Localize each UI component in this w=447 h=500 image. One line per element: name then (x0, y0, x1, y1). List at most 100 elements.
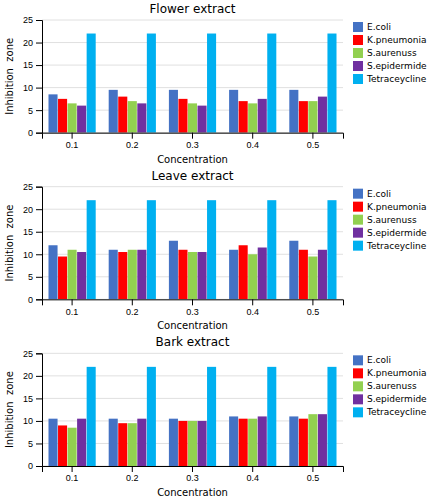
tick-label: 0 (28, 128, 33, 138)
bar (299, 250, 308, 300)
bar (58, 99, 67, 133)
axis-domain (36, 354, 43, 467)
tick: 20 (23, 38, 42, 48)
bar (198, 421, 207, 466)
bar (48, 245, 57, 299)
bar (327, 34, 336, 133)
tick-label: 5 (28, 106, 33, 116)
legend-label: Tetraceycline (366, 74, 427, 84)
tick-mark (192, 133, 193, 139)
tick-mark (252, 299, 253, 305)
x-axis-title: Concentration (157, 320, 228, 331)
grid-line (42, 186, 343, 187)
tick-mark (36, 421, 42, 422)
bar (178, 99, 187, 133)
bar (267, 34, 276, 133)
tick-label: 5 (28, 439, 33, 449)
x-axis-title: Concentration (157, 487, 228, 498)
legend-label: S.epidermide (367, 61, 427, 71)
legend-swatch (353, 228, 363, 238)
tick-label: 20 (23, 38, 33, 48)
grid (42, 187, 343, 300)
bar (128, 250, 137, 300)
plot-area (48, 34, 336, 133)
bar (299, 419, 308, 466)
axis-domain (36, 21, 43, 134)
legend-item: Tetraceycline (353, 407, 427, 417)
tick: 0.1 (66, 133, 79, 150)
legend: E.coliK.pneumoniaS.aurenussS.epidermideT… (353, 189, 427, 251)
bar (289, 416, 298, 466)
tick: 0.1 (66, 299, 79, 316)
tick-label: 20 (23, 371, 33, 381)
legend: E.coliK.pneumoniaS.aurenussS.epidermideT… (353, 355, 427, 417)
bar (128, 101, 137, 133)
legend-label: S.epidermide (367, 228, 427, 238)
legend-swatch (353, 381, 363, 391)
tick: 0.3 (186, 133, 199, 150)
tick: 5 (28, 439, 42, 449)
legend-item: K.pneumonia (353, 202, 426, 212)
bar (207, 367, 216, 466)
panel: 0.10.20.30.40.50510152025Flower extractC… (4, 2, 427, 165)
tick-mark (36, 133, 42, 134)
bar (169, 419, 178, 466)
bar (229, 90, 238, 133)
bar (137, 419, 146, 466)
y-axis-title: Inhibition zone (4, 371, 15, 448)
tick: 25 (23, 182, 42, 192)
bar (178, 250, 187, 300)
tick-label: 20 (23, 205, 33, 215)
bar (169, 90, 178, 133)
tick-label: 0.3 (186, 473, 199, 483)
bar (109, 419, 118, 466)
bar (327, 367, 336, 466)
tick-mark (312, 466, 313, 472)
bar (267, 200, 276, 299)
legend-item: Tetraceycline (353, 74, 427, 84)
tick-mark (312, 299, 313, 305)
legend-swatch (353, 35, 363, 45)
tick-label: 0 (28, 295, 33, 305)
tick-label: 10 (23, 83, 33, 93)
tick-mark (36, 254, 42, 255)
bar-series (87, 200, 337, 299)
bar (239, 419, 248, 466)
tick-label: 10 (23, 250, 33, 260)
y-axis: 0510152025 (23, 349, 43, 472)
bar-series (48, 90, 298, 133)
bar (109, 250, 118, 300)
legend-item: S.aurenuss (353, 381, 417, 391)
legend-swatch (353, 394, 363, 404)
tick-mark (252, 133, 253, 139)
legend-swatch (353, 189, 363, 199)
tick-mark (36, 232, 42, 233)
legend-item: K.pneumonia (353, 368, 426, 378)
tick: 20 (23, 371, 42, 381)
x-axis: 0.10.20.30.40.5 (43, 299, 344, 316)
legend-item: E.coli (353, 22, 391, 32)
bar (198, 106, 207, 133)
bar (318, 97, 327, 133)
bar-series (77, 97, 327, 133)
plot-area (48, 367, 336, 466)
grid (42, 353, 343, 466)
bar (258, 99, 267, 133)
tick-mark (36, 209, 42, 210)
tick: 10 (23, 250, 42, 260)
tick-label: 0.3 (186, 140, 199, 150)
tick: 10 (23, 83, 42, 93)
tick-mark (192, 299, 193, 305)
legend-swatch (353, 407, 363, 417)
tick: 15 (23, 60, 42, 70)
bar (128, 423, 137, 466)
bar (188, 103, 197, 132)
legend: E.coliK.pneumoniaS.aurenussS.epidermideT… (353, 22, 427, 84)
legend-item: S.aurenuss (353, 48, 417, 58)
bar (87, 200, 96, 299)
legend-swatch (353, 61, 363, 71)
bar-series (77, 414, 327, 466)
bar (147, 367, 156, 466)
bar-series (48, 241, 298, 300)
axis-domain (43, 133, 344, 139)
